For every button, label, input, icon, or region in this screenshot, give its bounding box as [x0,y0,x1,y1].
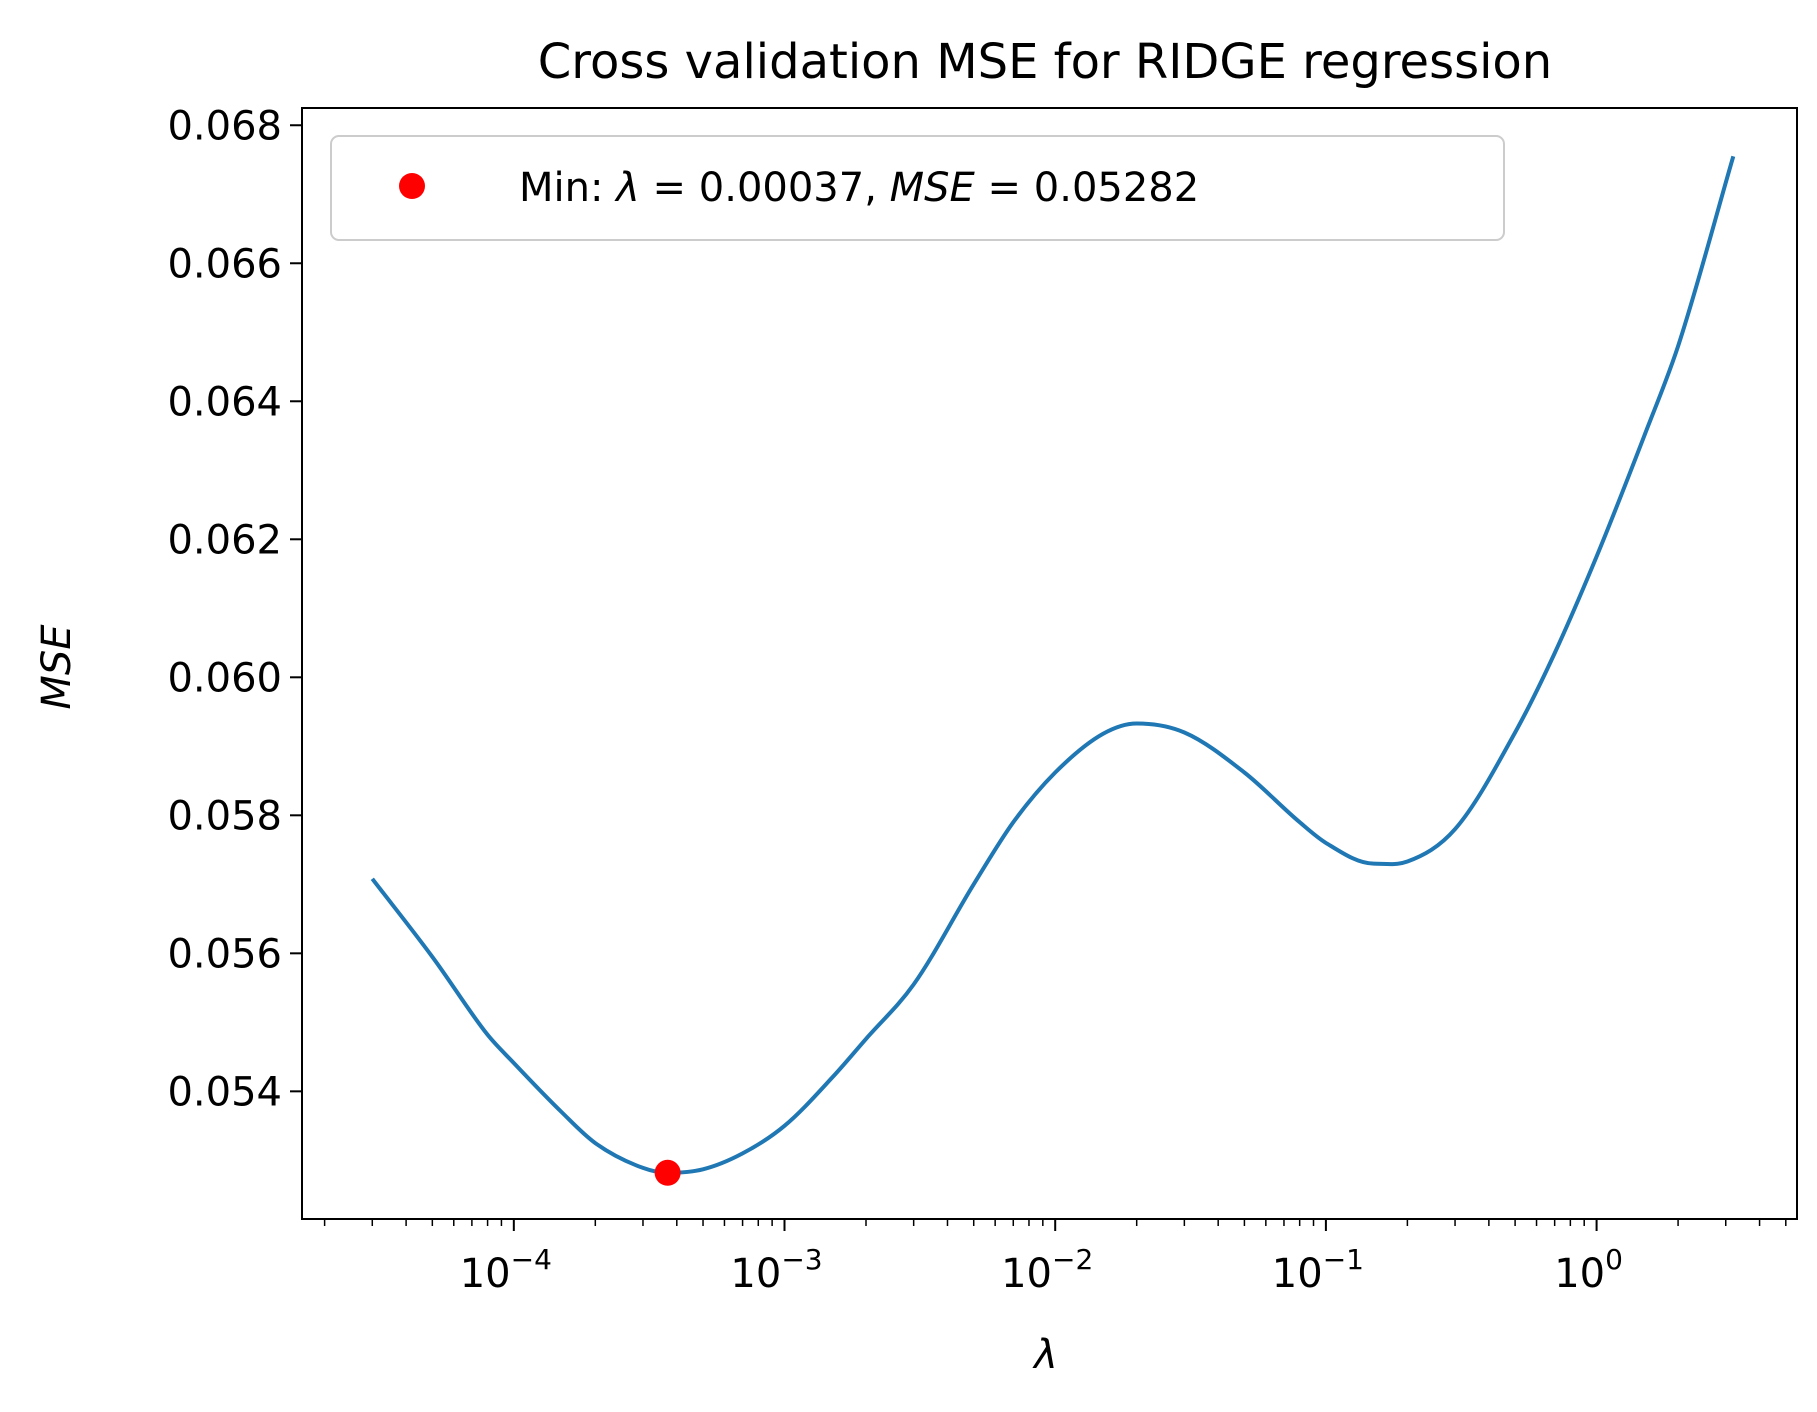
x-tick-label: 100 [1554,1243,1623,1297]
x-tick-label: 10−1 [1272,1243,1364,1297]
legend-mse-symbol: MSE [890,165,976,211]
legend-mse-value: = 0.05282 [975,165,1199,211]
chart-title: Cross validation MSE for RIDGE regressio… [538,34,1552,90]
legend-box [330,135,1505,241]
y-axis-label: MSE [34,624,80,710]
y-tick-label: 0.064 [167,379,282,425]
plot-area [370,155,1736,1186]
y-tick-label: 0.054 [167,1069,282,1115]
y-tick-label: 0.066 [167,241,282,287]
y-tick-label: 0.056 [167,931,282,977]
y-tick-label: 0.068 [167,103,282,149]
x-axis-minor-ticks [323,1219,1787,1226]
legend: Min: λ = 0.00037, MSE = 0.05282 [330,135,1505,241]
x-tick-label: 10−4 [460,1243,552,1297]
legend-lambda-symbol: λ [614,165,640,211]
legend-lambda-value: = 0.00037, [640,165,890,211]
x-axis-ticks: 10−4 10−3 10−2 10−1 100 [460,1219,1623,1297]
min-marker-point [654,1159,681,1186]
y-tick-label: 0.062 [167,517,282,563]
x-tick-label: 10−2 [1001,1243,1093,1297]
y-axis-ticks: 0.054 0.056 0.058 0.060 0.062 0.064 0.066 0.068 [167,103,302,1115]
y-tick-label: 0.060 [167,655,282,701]
legend-label: Min: λ = 0.00037, MSE = 0.05282 [519,165,1199,211]
y-tick-label: 0.058 [167,793,282,839]
legend-prefix: Min: [519,165,616,211]
legend-marker [399,173,425,199]
x-tick-label: 10−3 [730,1243,822,1297]
series-line [370,155,1736,1175]
axes-frame [301,107,1798,1220]
x-axis-label: λ [1032,1332,1058,1378]
